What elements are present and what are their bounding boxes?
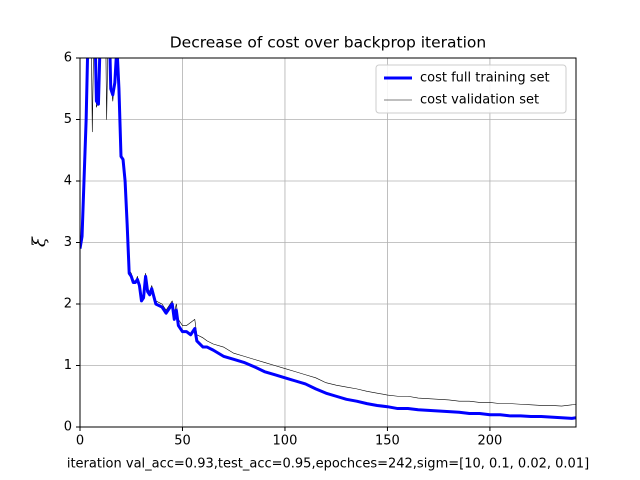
y-tick-label: 4 xyxy=(64,174,72,189)
series-line xyxy=(80,58,576,407)
y-tick-label: 3 xyxy=(64,235,72,250)
y-tick-label: 2 xyxy=(64,297,72,312)
y-tick-label: 0 xyxy=(64,420,72,435)
legend-label: cost full training set xyxy=(420,71,550,86)
x-tick-label: 150 xyxy=(375,434,400,449)
chart-title: Decrease of cost over backprop iteration xyxy=(170,34,486,52)
y-tick-label: 1 xyxy=(64,358,72,373)
x-tick-label: 100 xyxy=(273,434,298,449)
legend-box xyxy=(375,64,567,114)
y-tick-label: 6 xyxy=(64,51,72,66)
legend-label: cost validation set xyxy=(420,93,539,108)
y-tick-label: 5 xyxy=(64,112,72,127)
x-tick-label: 50 xyxy=(174,434,191,449)
x-axis-label: iteration val_acc=0.93,test_acc=0.95,epo… xyxy=(67,457,589,472)
x-tick-label: 200 xyxy=(478,434,503,449)
x-tick-label: 0 xyxy=(76,434,84,449)
y-axis-label: ξ xyxy=(29,236,50,247)
legend: cost full training set cost validation se… xyxy=(375,64,567,114)
series-line xyxy=(80,58,576,420)
plot-area xyxy=(80,58,576,420)
